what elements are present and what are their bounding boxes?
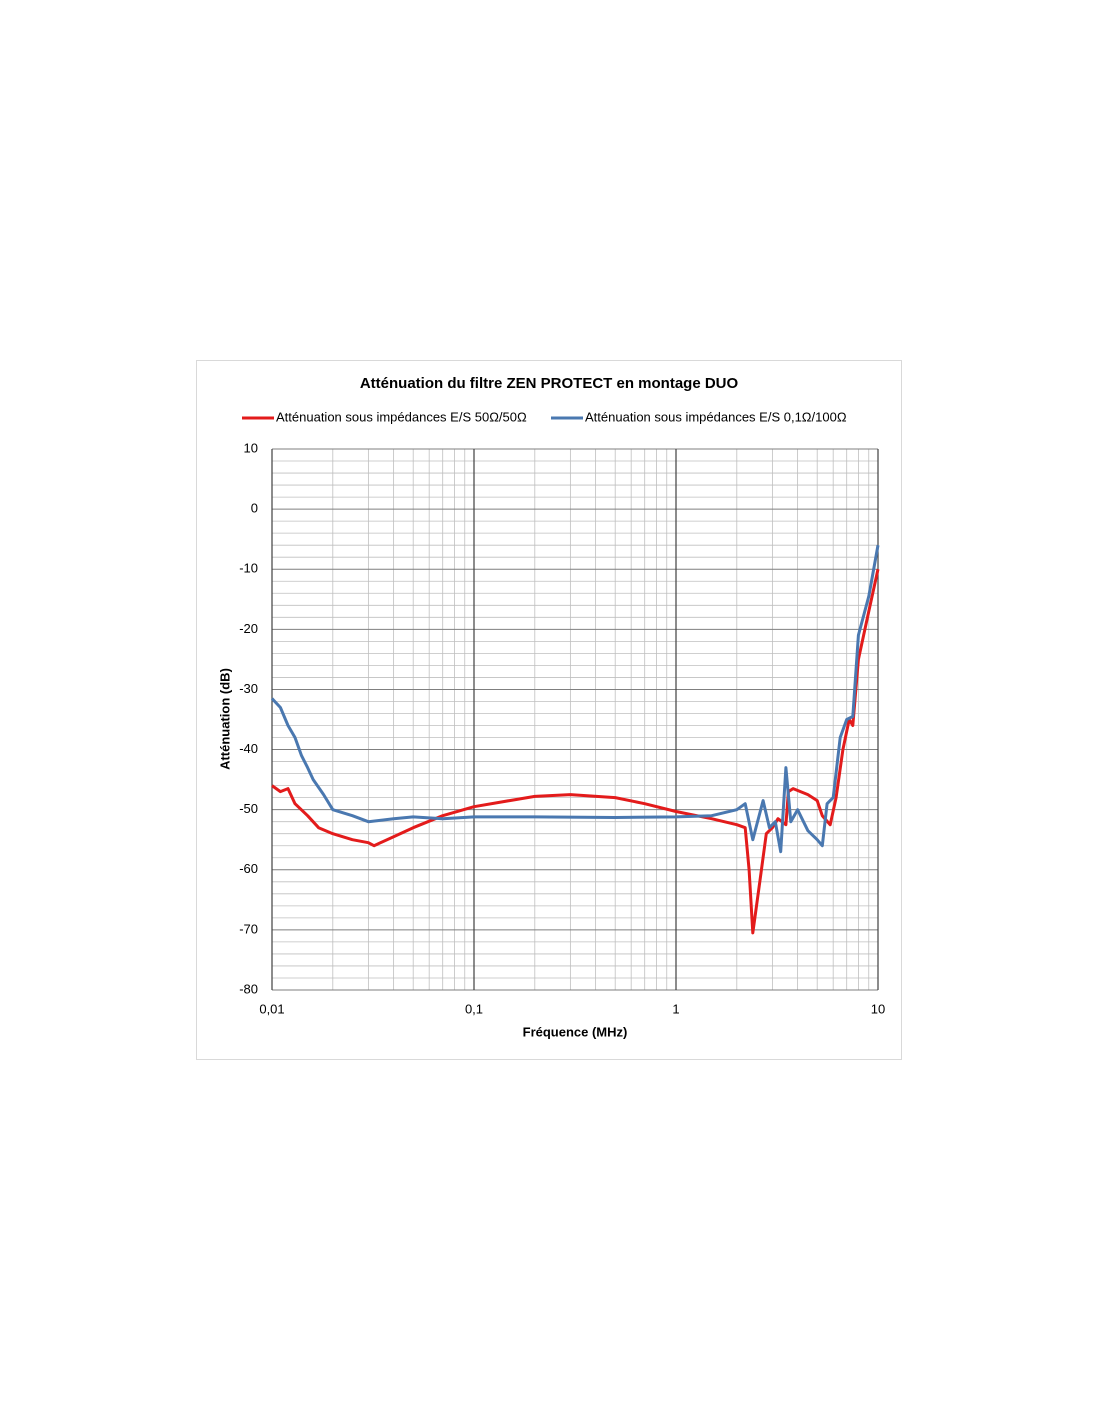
y-tick-label: -30 [239,681,258,696]
x-axis-label: Fréquence (MHz) [523,1024,628,1039]
x-tick-label: 10 [871,1001,885,1016]
y-tick-label: -50 [239,801,258,816]
y-tick-label: -60 [239,861,258,876]
y-tick-label: 10 [244,440,258,455]
legend-label: Atténuation sous impédances E/S 50Ω/50Ω [276,409,527,424]
y-axis-label: Atténuation (dB) [217,668,232,770]
x-tick-label: 0,01 [259,1001,284,1016]
y-tick-label: -70 [239,921,258,936]
legend-label: Atténuation sous impédances E/S 0,1Ω/100… [585,409,847,424]
series-line [270,544,880,854]
chart-title: Atténuation du filtre ZEN PROTECT en mon… [360,375,739,392]
y-tick-label: -20 [239,621,258,636]
x-tick-label: 1 [672,1001,679,1016]
y-tick-label: -40 [239,741,258,756]
y-tick-label: -10 [239,561,258,576]
series-line [271,568,880,935]
x-tick-label: 0,1 [465,1001,483,1016]
y-tick-label: -80 [239,981,258,996]
y-tick-label: 0 [251,501,258,516]
chart-frame [196,360,902,1060]
